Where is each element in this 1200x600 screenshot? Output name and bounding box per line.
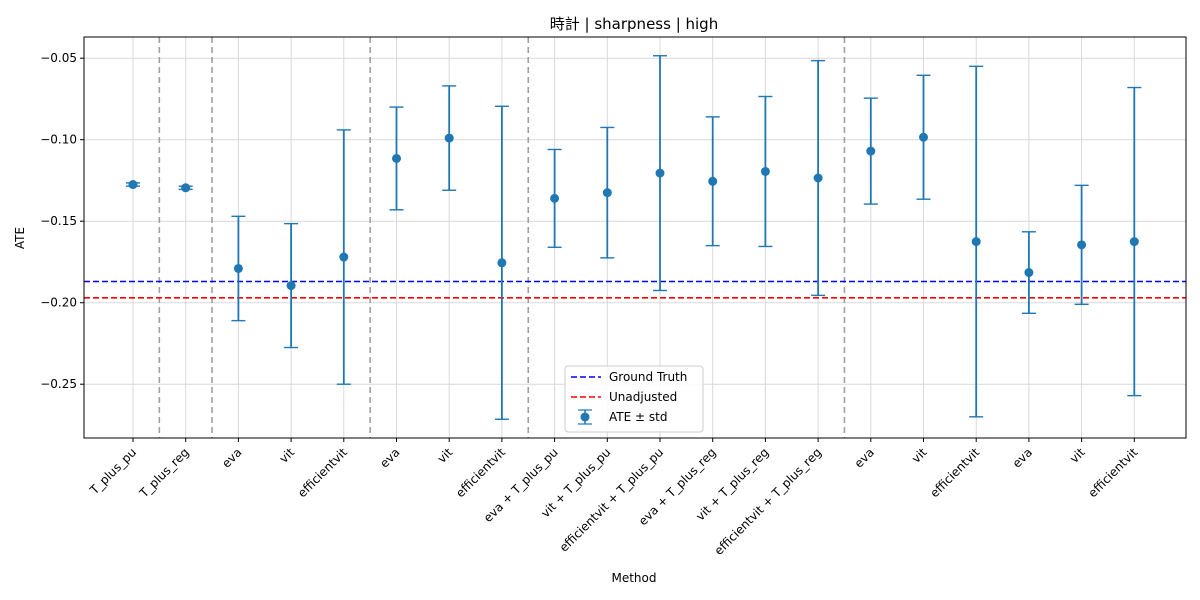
- chart-title: 時計 | sharpness | high: [550, 15, 718, 33]
- y-tick-label: −0.05: [40, 51, 77, 65]
- legend-label: ATE ± std: [609, 410, 667, 424]
- data-point: [444, 133, 454, 143]
- x-tick-label: eva: [219, 445, 244, 470]
- x-tick-label: efficientvit: [295, 445, 350, 500]
- x-tick-label: eva: [1010, 445, 1035, 470]
- legend-box: [564, 365, 704, 433]
- x-tick-label: eva: [852, 445, 877, 470]
- data-point: [286, 281, 296, 291]
- x-tick-label: eva: [377, 445, 402, 470]
- y-axis-label: ATE: [13, 227, 27, 249]
- y-tick-label: −0.25: [40, 377, 77, 391]
- legend: Ground Truth Unadjusted ATE ± std: [564, 365, 704, 433]
- legend-label: Unadjusted: [609, 390, 677, 404]
- y-tick-label: −0.20: [40, 296, 77, 310]
- data-point: [813, 173, 823, 183]
- y-tick-label: −0.10: [40, 133, 77, 147]
- data-point: [233, 263, 243, 273]
- x-tick-label: efficientvit + T_plus_pu: [557, 445, 666, 554]
- data-point: [919, 132, 928, 142]
- data-point: [550, 193, 560, 203]
- data-point: [128, 180, 138, 190]
- legend-label: Ground Truth: [609, 370, 687, 384]
- y-tick-label: −0.15: [40, 214, 77, 228]
- x-tick-label: efficientvit + T_plus_reg: [712, 445, 825, 558]
- data-point: [602, 188, 612, 198]
- data-point: [708, 176, 718, 186]
- x-tick-label: T_plus_reg: [136, 445, 192, 501]
- y-ticks: −0.25 −0.20 −0.15 −0.10 −0.05: [40, 51, 84, 391]
- data-point: [1077, 240, 1087, 250]
- x-tick-label: vit: [909, 445, 930, 466]
- data-marks: [126, 55, 1142, 420]
- x-tick-label: vit: [1067, 445, 1088, 466]
- data-point: [339, 252, 349, 262]
- plot-frame: [83, 36, 1187, 439]
- data-point: [392, 153, 401, 163]
- legend-point-swatch: [580, 412, 590, 422]
- data-point: [1129, 237, 1139, 247]
- x-tick-label: efficientvit: [927, 445, 982, 500]
- data-point: [971, 237, 981, 247]
- data-point: [760, 166, 770, 176]
- data-point: [1024, 268, 1034, 278]
- x-tick-label: T_plus_pu: [87, 445, 140, 498]
- reference-lines: [84, 280, 1186, 299]
- data-point: [866, 146, 876, 156]
- x-tick-label: vit: [435, 445, 456, 466]
- x-axis-label: Method: [611, 571, 656, 585]
- x-tick-label: vit: [277, 445, 298, 466]
- data-point: [181, 183, 191, 193]
- data-point: [655, 168, 665, 178]
- x-tick-label: efficientvit: [453, 445, 508, 500]
- group-separators: [158, 37, 846, 438]
- data-point: [497, 258, 507, 268]
- x-tick-label: efficientvit: [1085, 445, 1140, 500]
